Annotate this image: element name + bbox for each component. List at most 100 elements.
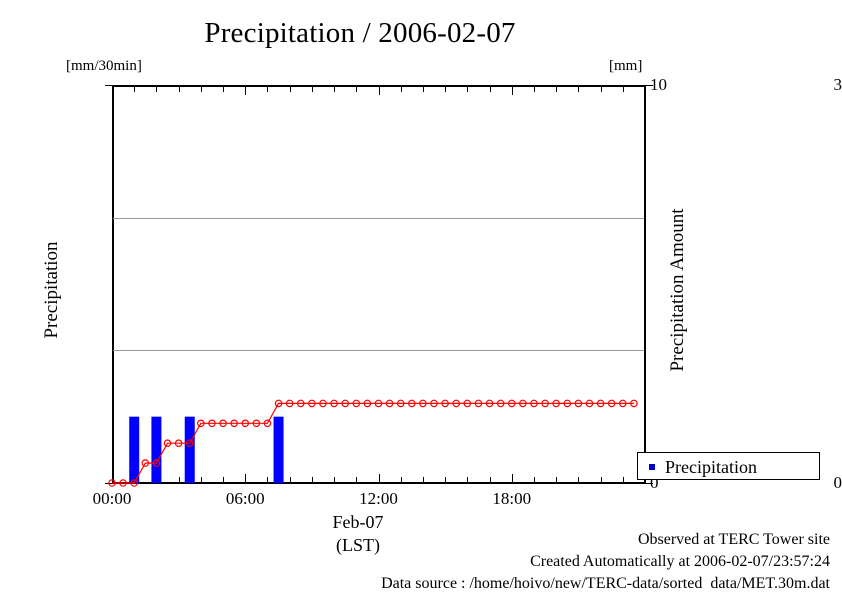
y-axis-right-tick-label: 10: [650, 75, 667, 94]
cumulative-line-marker: [252, 419, 261, 428]
x-axis-tick: [445, 86, 447, 92]
x-axis-tick: [467, 86, 469, 92]
cumulative-line-marker: [463, 399, 472, 408]
x-axis-tick: [445, 477, 447, 483]
x-axis-tick: [245, 474, 247, 483]
cumulative-line-marker: [374, 399, 383, 408]
precipitation-bar: [273, 416, 284, 483]
cumulative-line-marker: [419, 399, 427, 408]
cumulative-line-marker: [385, 399, 394, 408]
plot-border-bottom: [112, 482, 646, 484]
y-axis-left-title: Precipitation: [41, 241, 62, 339]
y-axis-right-title: Precipitation Amount: [667, 208, 688, 372]
x-axis-tick: [311, 86, 313, 92]
cumulative-line-marker: [330, 399, 338, 408]
plot-border-right: [644, 85, 646, 484]
x-axis-tick: [334, 477, 336, 483]
cumulative-line-marker: [119, 479, 127, 487]
x-axis-tick: [422, 477, 424, 483]
x-axis-tick: [289, 477, 291, 483]
x-axis-tick: [511, 474, 513, 483]
cumulative-line-marker: [507, 399, 516, 408]
x-axis-tick: [289, 86, 291, 92]
cumulative-line-marker: [274, 399, 283, 408]
x-axis-tick: [511, 86, 513, 95]
x-axis-tick: [311, 477, 313, 483]
cumulative-line-marker: [174, 439, 183, 448]
x-axis-tick: [134, 86, 136, 92]
x-axis-tick: [489, 477, 491, 483]
cumulative-line-marker: [396, 399, 405, 408]
cumulative-line-marker: [219, 419, 227, 428]
cumulative-line-marker: [541, 399, 549, 408]
x-axis-tick: [267, 86, 269, 92]
precipitation-bars: [129, 416, 284, 483]
cumulative-line-marker: [208, 419, 216, 428]
footer-created-at: Created Automatically at 2006-02-07/23:5…: [530, 553, 830, 570]
plot-border-left: [112, 85, 114, 484]
cumulative-line-marker: [552, 399, 560, 408]
footer-observed-at: Observed at TERC Tower site: [637, 531, 830, 548]
x-axis-tick: [400, 477, 402, 483]
cumulative-amount-line: [108, 399, 638, 487]
right-axis-unit-label: [mm]: [609, 58, 643, 74]
x-axis-tick: [178, 86, 180, 92]
cumulative-line-marker: [230, 419, 238, 428]
cumulative-line-marker: [152, 459, 161, 467]
cumulative-line-marker: [308, 399, 316, 408]
x-axis-tick-label: 06:00: [225, 489, 265, 508]
gridline: [113, 350, 644, 352]
cumulative-line-marker: [607, 399, 616, 408]
x-axis-tick: [422, 86, 424, 92]
x-axis-tick: [622, 86, 624, 92]
cumulative-line-marker: [141, 459, 150, 467]
x-axis-tick: [622, 477, 624, 483]
x-axis-tick: [200, 86, 202, 92]
cumulative-line-marker: [630, 399, 638, 408]
y-axis-right-tick: [645, 483, 653, 484]
x-axis-tick: [556, 86, 558, 92]
cumulative-line-marker: [163, 439, 172, 448]
precipitation-bar: [129, 416, 140, 483]
cumulative-line-marker: [296, 399, 305, 408]
x-axis-tick: [645, 477, 646, 483]
x-axis-tick: [556, 477, 558, 483]
y-axis-left-tick-label: 3: [833, 75, 842, 94]
x-axis-tick: [645, 86, 646, 92]
x-axis-tick: [112, 86, 113, 95]
cumulative-line-marker: [574, 399, 583, 408]
cumulative-line-marker: [130, 479, 139, 487]
page-title: Precipitation / 2006-02-07: [204, 17, 516, 49]
cumulative-line-marker: [441, 399, 449, 408]
precipitation-bar: [184, 416, 195, 483]
cumulative-line-marker: [585, 399, 594, 408]
cumulative-line-marker: [485, 399, 494, 408]
cumulative-line-marker: [197, 419, 205, 428]
y-axis-left-tick: [105, 85, 113, 86]
x-axis-tick: [356, 86, 358, 92]
legend-item-label: Precipitation: [665, 457, 757, 477]
x-axis-tick-label: 18:00: [492, 489, 532, 508]
footer-notes: Observed at TERC Tower site Created Auto…: [300, 529, 830, 595]
x-axis-tick: [267, 477, 269, 483]
x-axis-tick: [223, 86, 225, 92]
cumulative-line-marker: [363, 399, 372, 408]
x-axis-tick: [600, 477, 602, 483]
y-axis-right-tick: [645, 85, 653, 86]
x-axis-caption: Feb-07 (LST): [288, 511, 428, 557]
legend[interactable]: Precipitation: [637, 452, 820, 480]
x-axis-tick: [356, 477, 358, 483]
x-axis-tick: [578, 477, 580, 483]
cumulative-line-marker: [285, 399, 294, 408]
cumulative-line-marker: [563, 399, 572, 408]
x-axis-tick: [334, 86, 336, 92]
y-axis-right-tick-label: 0: [650, 473, 659, 492]
cumulative-line-marker: [319, 399, 327, 408]
chart-data-layer: [108, 399, 638, 487]
x-axis-tick: [156, 86, 158, 92]
cumulative-line-marker: [430, 399, 438, 408]
cumulative-line-marker: [596, 399, 605, 408]
cumulative-line-marker: [496, 399, 505, 408]
x-axis-tick: [600, 86, 602, 92]
